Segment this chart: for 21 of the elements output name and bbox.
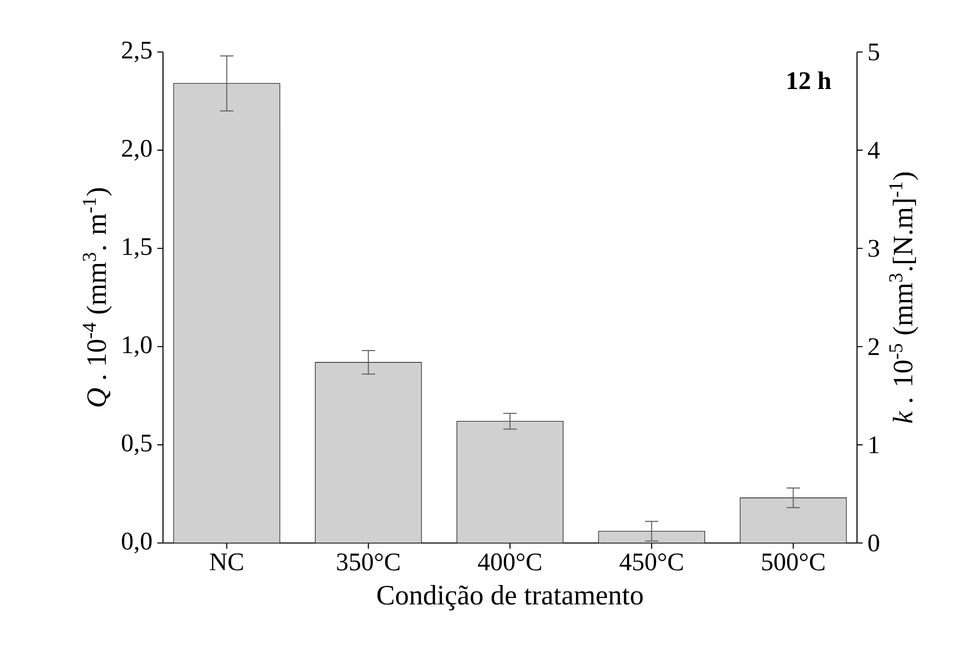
y2-tick-label: 1 xyxy=(870,436,879,454)
y2-tick-label: 0 xyxy=(868,534,880,552)
y-axis-title: Q . 10$^{-4}$ (mm$^{3}$. m$^{-1}$) xyxy=(82,188,112,406)
x-tick-label: 350°C xyxy=(337,553,400,570)
y2-tick-label: 3 xyxy=(868,240,880,257)
y-tick-label: 0,5 xyxy=(122,434,152,456)
y2-axis-title: k . 10$^{-5}$ (mm$^{3}$.[N.m]$^{-1}$) xyxy=(889,172,918,423)
x-tick-label: 500°C xyxy=(762,553,824,570)
x-tick-label: NC xyxy=(210,553,243,570)
y-tick-label: 2,0 xyxy=(122,140,152,161)
annotation: 12 h xyxy=(788,71,832,90)
x-tick-label: 450°C xyxy=(620,553,683,570)
y-tick-label: 2,5 xyxy=(122,42,152,62)
y2-tick-label: 4 xyxy=(868,142,880,159)
y2-tick-label: 2 xyxy=(868,338,879,355)
y-tick-label: 1,5 xyxy=(123,238,152,259)
y-tick-label: 1,0 xyxy=(123,336,152,357)
y-tick-label: 0,0 xyxy=(122,532,152,554)
x-axis-title: Condição de tratamento xyxy=(377,584,643,610)
y2-tick-label: 5 xyxy=(868,44,880,60)
x-tick-label: 400°C xyxy=(478,553,542,570)
